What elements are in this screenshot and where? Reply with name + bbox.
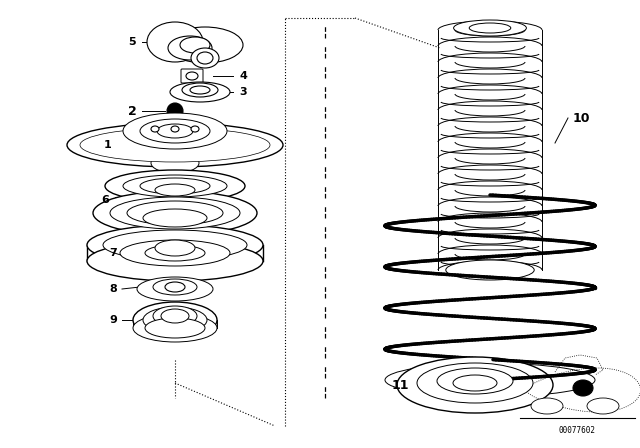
Ellipse shape	[133, 314, 217, 342]
Ellipse shape	[145, 245, 205, 261]
Text: 2: 2	[127, 104, 136, 117]
Ellipse shape	[87, 241, 263, 281]
Ellipse shape	[143, 307, 207, 333]
Text: 10: 10	[573, 112, 591, 125]
Ellipse shape	[573, 380, 593, 396]
Ellipse shape	[143, 209, 207, 227]
Ellipse shape	[110, 197, 240, 229]
Ellipse shape	[120, 240, 230, 266]
Text: 1: 1	[104, 140, 112, 150]
Ellipse shape	[67, 123, 283, 167]
Ellipse shape	[147, 22, 203, 62]
Text: 00077602: 00077602	[559, 426, 595, 435]
Text: 7: 7	[109, 248, 117, 258]
Ellipse shape	[157, 124, 193, 138]
Ellipse shape	[168, 36, 212, 60]
Ellipse shape	[171, 126, 179, 132]
Text: 9: 9	[109, 315, 117, 325]
Ellipse shape	[153, 279, 197, 295]
Ellipse shape	[186, 72, 198, 80]
Ellipse shape	[155, 240, 195, 256]
Ellipse shape	[197, 52, 213, 64]
Ellipse shape	[587, 398, 619, 414]
Ellipse shape	[127, 201, 223, 225]
Ellipse shape	[453, 375, 497, 391]
Ellipse shape	[454, 20, 527, 36]
Text: 11: 11	[391, 379, 409, 392]
Ellipse shape	[151, 153, 199, 173]
Ellipse shape	[385, 363, 595, 397]
Ellipse shape	[151, 126, 159, 132]
Ellipse shape	[137, 277, 213, 301]
Ellipse shape	[123, 175, 227, 197]
Ellipse shape	[155, 184, 195, 196]
Ellipse shape	[446, 260, 534, 280]
Ellipse shape	[145, 318, 205, 338]
Ellipse shape	[140, 119, 210, 143]
Ellipse shape	[80, 128, 270, 162]
Ellipse shape	[167, 103, 183, 119]
Ellipse shape	[165, 282, 185, 292]
Text: 4: 4	[239, 71, 247, 81]
Ellipse shape	[397, 357, 553, 413]
Text: 8: 8	[109, 284, 117, 294]
Ellipse shape	[167, 27, 243, 63]
Ellipse shape	[105, 170, 245, 202]
Ellipse shape	[191, 126, 199, 132]
Text: 6: 6	[101, 195, 109, 205]
Ellipse shape	[469, 23, 511, 33]
Ellipse shape	[133, 302, 217, 338]
Ellipse shape	[153, 306, 197, 326]
Ellipse shape	[182, 83, 218, 97]
Ellipse shape	[140, 178, 210, 194]
FancyBboxPatch shape	[181, 69, 203, 83]
Ellipse shape	[103, 230, 247, 260]
Ellipse shape	[180, 37, 210, 53]
Ellipse shape	[170, 82, 230, 102]
Ellipse shape	[437, 368, 513, 394]
Text: 3: 3	[239, 87, 247, 97]
Ellipse shape	[93, 191, 257, 235]
Ellipse shape	[123, 113, 227, 149]
Ellipse shape	[191, 48, 219, 68]
Ellipse shape	[87, 225, 263, 265]
Ellipse shape	[190, 86, 210, 94]
Ellipse shape	[417, 363, 533, 403]
Ellipse shape	[531, 398, 563, 414]
Ellipse shape	[161, 309, 189, 323]
Text: 5: 5	[128, 37, 136, 47]
